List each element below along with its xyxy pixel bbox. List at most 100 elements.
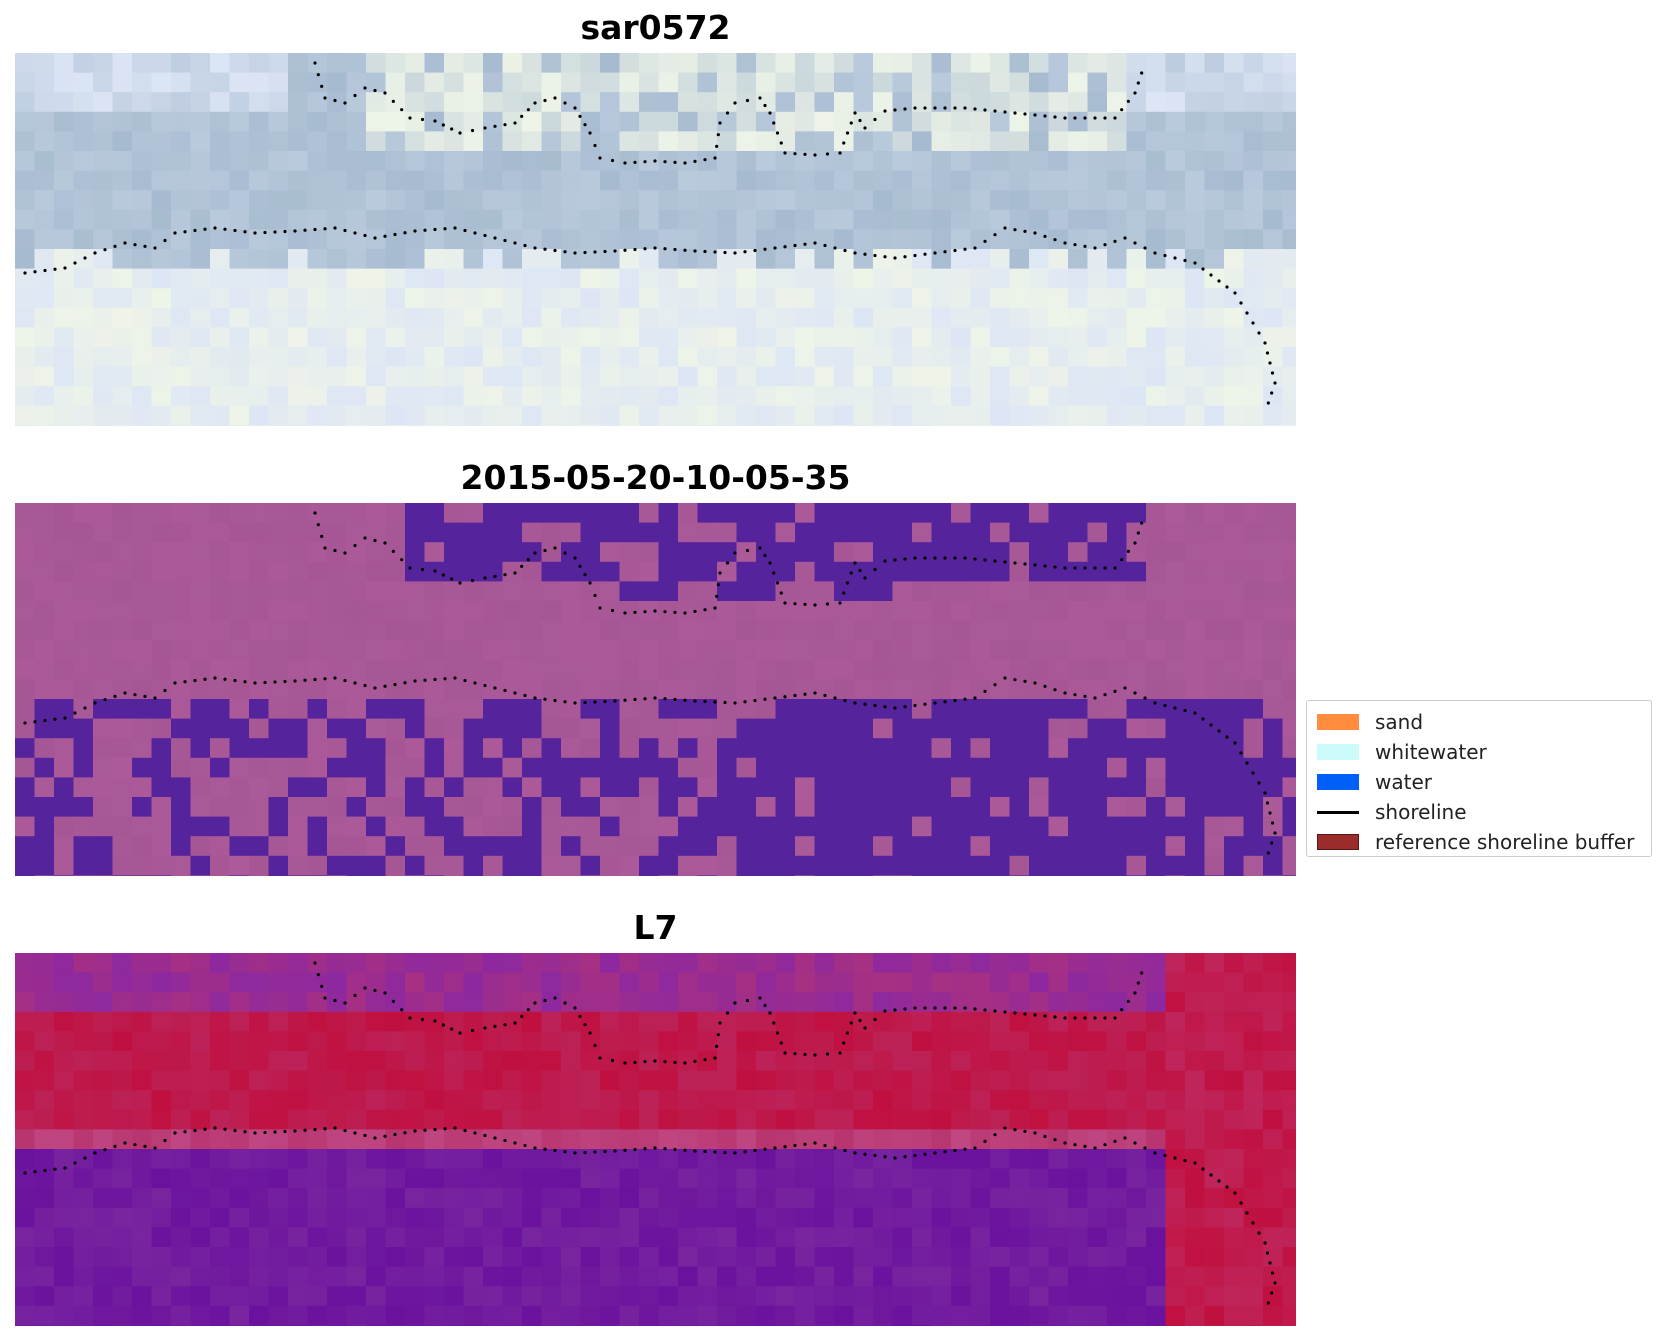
pixel-cell	[54, 1051, 75, 1072]
shoreline-dot	[849, 1021, 853, 1025]
pixel-cell	[1107, 209, 1128, 230]
pixel-cell	[171, 1011, 192, 1032]
pixel-cell	[132, 777, 153, 798]
pixel-cell	[73, 601, 94, 622]
pixel-cell	[327, 366, 348, 387]
pixel-cell	[561, 53, 582, 74]
shoreline-dot	[588, 131, 592, 135]
pixel-cell	[1087, 972, 1108, 993]
pixel-cell	[1243, 151, 1264, 172]
shoreline-dot	[1263, 1241, 1267, 1245]
pixel-cell	[112, 327, 133, 348]
pixel-cell	[483, 268, 504, 289]
pixel-cell	[54, 151, 75, 172]
pixel-cell	[1224, 1305, 1245, 1326]
pixel-cell	[171, 386, 192, 407]
shoreline-dot	[1063, 241, 1067, 245]
shoreline-dot	[343, 1128, 347, 1133]
pixel-cell	[171, 1129, 192, 1150]
pixel-cell	[346, 1129, 367, 1150]
pixel-cell	[151, 288, 172, 309]
pixel-cell	[717, 1286, 738, 1307]
pixel-cell	[775, 1305, 796, 1326]
pixel-cell	[736, 1247, 757, 1268]
pixel-cell	[210, 542, 231, 563]
pixel-cell	[34, 1031, 55, 1052]
shoreline-dot	[593, 700, 597, 704]
pixel-cell	[463, 1188, 484, 1209]
shoreline-dot	[598, 156, 602, 160]
pixel-cell	[210, 699, 231, 720]
pixel-cell	[756, 1227, 777, 1248]
pixel-cell	[1107, 757, 1128, 778]
pixel-cell	[1165, 542, 1186, 563]
shoreline-dot	[213, 1126, 217, 1130]
pixel-cell	[522, 718, 543, 739]
pixel-cell	[366, 1109, 387, 1130]
pixel-cell	[561, 1011, 582, 1032]
pixel-cell	[1185, 1227, 1206, 1248]
shoreline-dot	[993, 683, 997, 687]
pixel-cell	[658, 718, 679, 739]
shoreline-dot	[1153, 1151, 1157, 1155]
pixel-cell	[405, 816, 426, 837]
pixel-cell	[1048, 170, 1069, 191]
pixel-cell	[288, 1227, 309, 1248]
pixel-cell	[424, 953, 445, 974]
pixel-cell	[1224, 307, 1245, 328]
pixel-cell	[1243, 581, 1264, 602]
pixel-cell	[619, 229, 640, 250]
pixel-cell	[463, 1149, 484, 1170]
pixel-cell	[717, 1031, 738, 1052]
pixel-cell	[405, 777, 426, 798]
pixel-cell	[93, 757, 114, 778]
pixel-cell	[93, 386, 114, 407]
pixel-cell	[385, 875, 406, 876]
pixel-cell	[834, 366, 855, 387]
pixel-cell	[346, 777, 367, 798]
pixel-cell	[268, 131, 289, 152]
pixel-cell	[132, 836, 153, 857]
pixel-cell	[502, 620, 523, 641]
pixel-cell	[1146, 288, 1167, 309]
pixel-cell	[171, 405, 192, 426]
shoreline-dot	[253, 231, 257, 235]
pixel-cell	[385, 53, 406, 74]
pixel-cell	[73, 1090, 94, 1111]
pixel-cell	[541, 366, 562, 387]
pixel-cell	[756, 1266, 777, 1287]
pixel-cell	[1068, 190, 1089, 211]
pixel-cell	[873, 1129, 894, 1150]
pixel-cell	[54, 640, 75, 661]
pixel-cell	[600, 581, 621, 602]
pixel-cell	[210, 209, 231, 230]
pixel-cell	[132, 797, 153, 818]
pixel-cell	[268, 1325, 289, 1326]
pixel-cell	[1243, 1109, 1264, 1130]
pixel-cell	[483, 738, 504, 759]
pixel-cell	[288, 1247, 309, 1268]
pixel-cell	[54, 718, 75, 739]
pixel-cell	[717, 151, 738, 172]
pixel-cell	[249, 111, 270, 132]
pixel-cell	[1048, 249, 1069, 270]
pixel-cell	[736, 72, 757, 93]
pixel-cell	[561, 581, 582, 602]
pixel-cell	[756, 1207, 777, 1228]
pixel-cell	[756, 151, 777, 172]
pixel-cell	[1068, 72, 1089, 93]
pixel-cell	[463, 953, 484, 974]
pixel-cell	[678, 72, 699, 93]
pixel-cell	[1185, 347, 1206, 368]
pixel-cell	[151, 249, 172, 270]
pixel-cell	[541, 620, 562, 641]
pixel-cell	[405, 797, 426, 818]
pixel-cell	[892, 679, 913, 700]
pixel-cell	[132, 1188, 153, 1209]
shoreline-dot	[408, 1016, 412, 1020]
pixel-cell	[951, 757, 972, 778]
pixel-cell	[775, 797, 796, 818]
pixel-cell	[34, 1188, 55, 1209]
pixel-cell	[873, 659, 894, 680]
pixel-cell	[541, 1286, 562, 1307]
